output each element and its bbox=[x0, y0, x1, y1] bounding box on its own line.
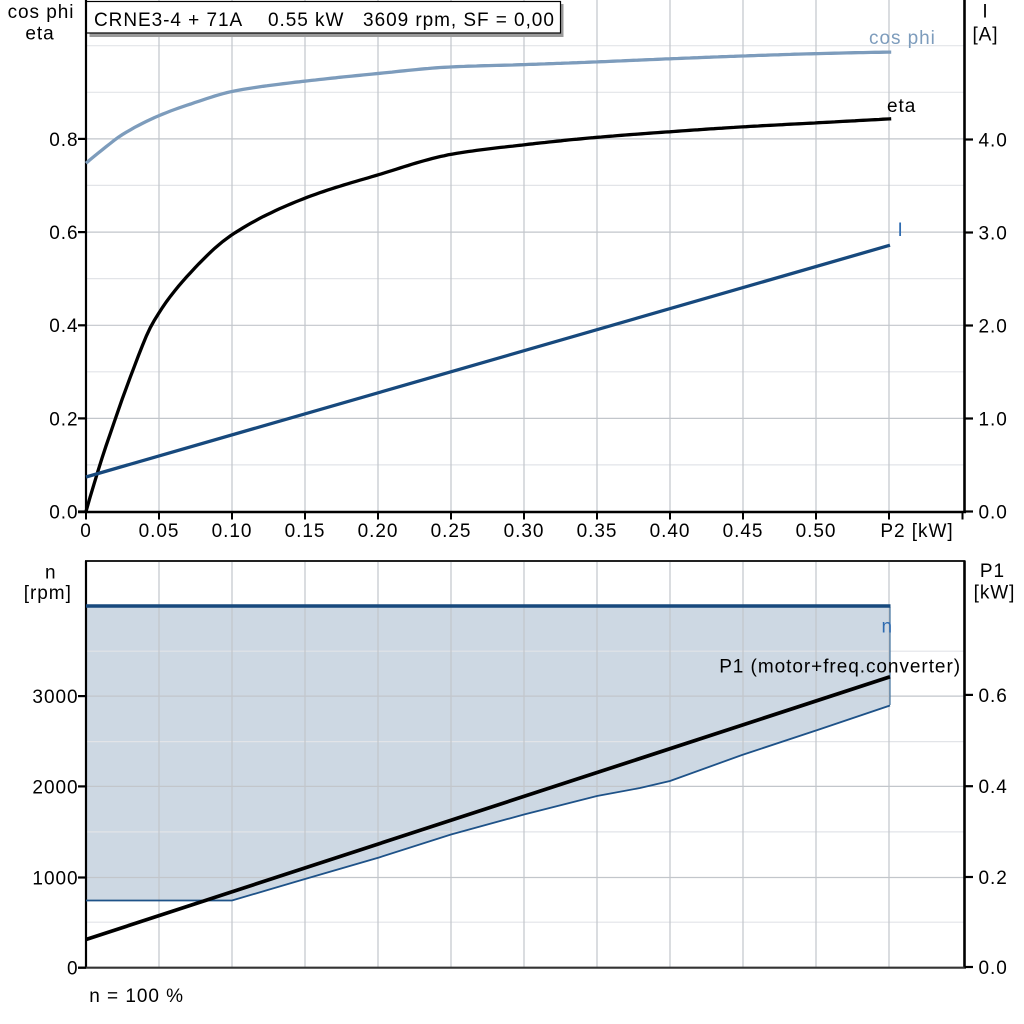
svg-text:P1 (motor+freq.converter): P1 (motor+freq.converter) bbox=[719, 657, 961, 678]
svg-text:cos phi: cos phi bbox=[8, 2, 75, 23]
svg-text:1000: 1000 bbox=[32, 868, 78, 889]
svg-text:[kW]: [kW] bbox=[974, 583, 1016, 604]
svg-text:n = 100 %: n = 100 % bbox=[89, 986, 184, 1007]
svg-text:CRNE3-4 + 71A 0.55 kW 360: CRNE3-4 + 71A 0.55 kW 3609 rpm, SF = 0,0… bbox=[94, 10, 555, 31]
svg-text:0.10: 0.10 bbox=[212, 521, 253, 542]
svg-text:0.2: 0.2 bbox=[979, 868, 1008, 889]
svg-text:P2 [kW]: P2 [kW] bbox=[880, 521, 953, 542]
svg-text:0.4: 0.4 bbox=[49, 316, 78, 337]
svg-text:0.45: 0.45 bbox=[723, 521, 764, 542]
svg-text:3.0: 3.0 bbox=[979, 224, 1008, 245]
svg-text:0.40: 0.40 bbox=[650, 521, 691, 542]
svg-text:eta: eta bbox=[25, 24, 54, 45]
svg-text:0.30: 0.30 bbox=[504, 521, 545, 542]
svg-text:0.4: 0.4 bbox=[979, 777, 1008, 798]
svg-text:0.6: 0.6 bbox=[979, 686, 1008, 707]
svg-text:[rpm]: [rpm] bbox=[24, 583, 72, 604]
svg-text:1.0: 1.0 bbox=[979, 410, 1008, 431]
svg-text:0: 0 bbox=[80, 521, 92, 542]
svg-text:0.15: 0.15 bbox=[285, 521, 326, 542]
svg-text:n: n bbox=[45, 563, 57, 584]
svg-text:0.6: 0.6 bbox=[49, 223, 78, 244]
svg-text:cos phi: cos phi bbox=[869, 28, 936, 49]
svg-text:3000: 3000 bbox=[32, 687, 78, 708]
svg-text:0.2: 0.2 bbox=[49, 409, 78, 430]
svg-text:0.50: 0.50 bbox=[796, 521, 837, 542]
svg-text:0.0: 0.0 bbox=[49, 502, 78, 523]
svg-text:eta: eta bbox=[887, 96, 916, 117]
svg-text:0: 0 bbox=[67, 959, 79, 980]
svg-text:[A]: [A] bbox=[972, 25, 998, 46]
svg-text:0.0: 0.0 bbox=[979, 958, 1008, 979]
svg-text:n: n bbox=[882, 617, 894, 638]
svg-text:0.05: 0.05 bbox=[139, 521, 180, 542]
svg-text:4.0: 4.0 bbox=[979, 130, 1008, 151]
svg-text:0.0: 0.0 bbox=[979, 503, 1008, 524]
svg-text:I: I bbox=[982, 2, 988, 23]
svg-text:2000: 2000 bbox=[32, 777, 78, 798]
svg-text:P1: P1 bbox=[980, 561, 1005, 582]
svg-text:0.35: 0.35 bbox=[577, 521, 618, 542]
svg-text:0.20: 0.20 bbox=[358, 521, 399, 542]
svg-text:2.0: 2.0 bbox=[979, 317, 1008, 338]
svg-text:0.8: 0.8 bbox=[49, 130, 78, 151]
svg-text:0.25: 0.25 bbox=[431, 521, 472, 542]
svg-text:I: I bbox=[898, 220, 904, 241]
